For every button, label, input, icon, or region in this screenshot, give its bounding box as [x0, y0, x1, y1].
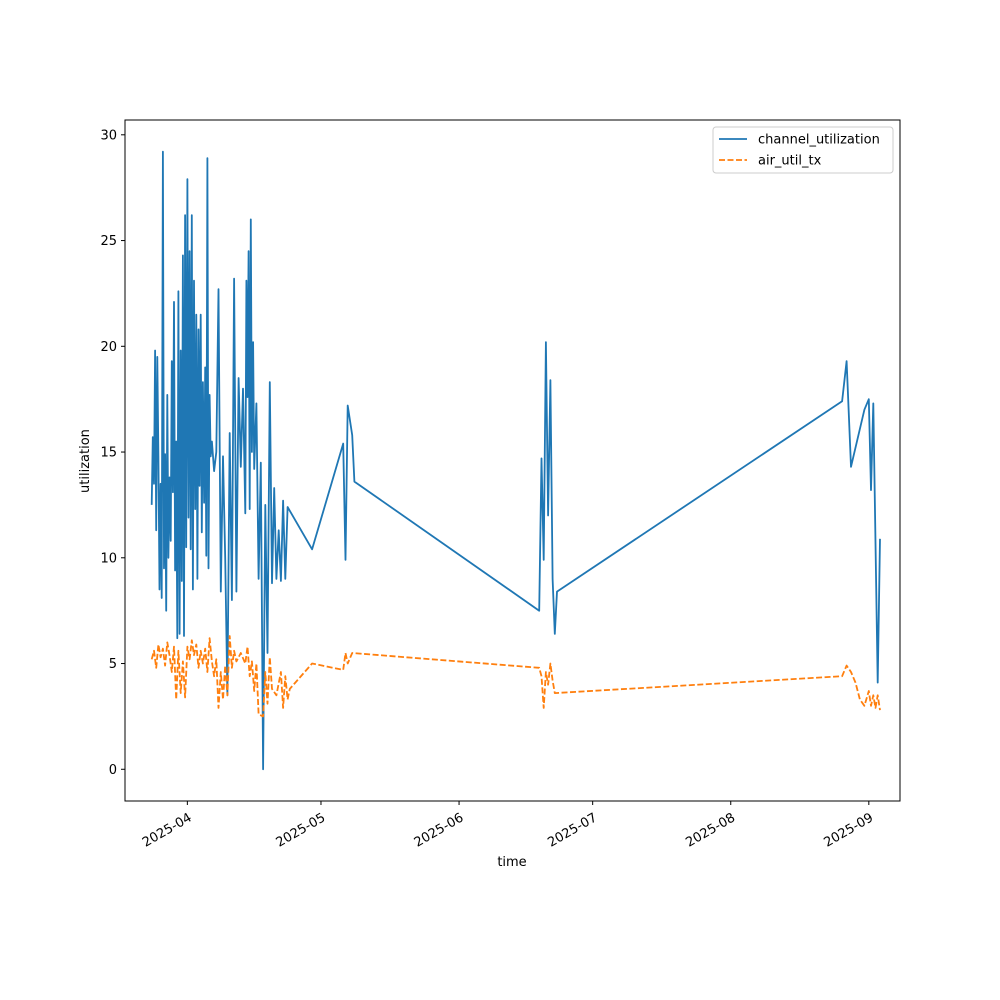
y-tick-label: 10 [100, 551, 117, 566]
y-tick-label: 5 [109, 657, 117, 672]
legend: channel_utilization air_util_tx [712, 126, 894, 174]
y-tick-label: 25 [100, 234, 117, 249]
x-axis-label: time [497, 855, 526, 870]
y-tick-label: 15 [100, 446, 117, 461]
legend-entry-label: air_util_tx [758, 154, 822, 169]
series-line-channel-utilization [150, 150, 881, 771]
y-tick-label: 0 [109, 763, 117, 778]
y-axis-label: utilization [78, 429, 93, 493]
plot-series [150, 150, 881, 771]
series-line-air-util-tx [150, 635, 881, 718]
y-tick-label: 30 [100, 128, 117, 143]
legend-entry-label: channel_utilization [758, 133, 880, 148]
y-axis: 0 5 10 15 20 25 30 [100, 128, 125, 778]
y-tick-label: 20 [100, 340, 117, 355]
plot-frame [124, 119, 901, 802]
legend-box [712, 126, 894, 174]
